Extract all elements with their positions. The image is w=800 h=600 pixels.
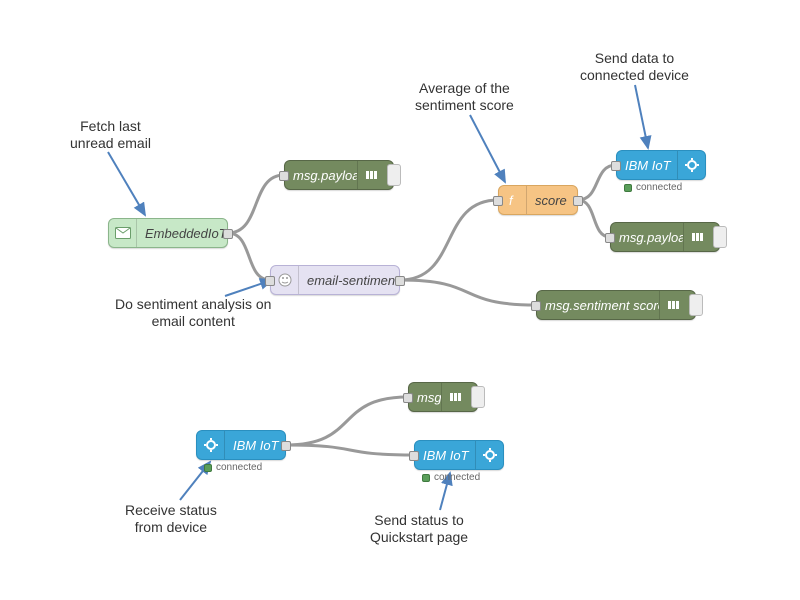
function-icon: f [499, 186, 527, 214]
node-label: score [527, 193, 577, 208]
status-dot [204, 464, 212, 472]
gear-icon [475, 441, 503, 469]
input-port[interactable] [493, 196, 503, 206]
mail-icon [109, 219, 137, 247]
status-dot [422, 474, 430, 482]
node-label: msg.payload [611, 230, 683, 245]
output-port[interactable] [395, 276, 405, 286]
output-port[interactable] [281, 441, 291, 451]
annotation-receive-status: Receive statusfrom device [125, 502, 217, 536]
debug-toggle[interactable] [713, 226, 727, 248]
annotation-send-device: Send data toconnected device [580, 50, 689, 84]
node-label: IBM IoT [415, 448, 475, 463]
node-email-in[interactable]: EmbeddedIoT [108, 218, 228, 248]
debug-icon [683, 223, 711, 251]
node-label: IBM IoT [225, 438, 285, 453]
debug-icon [659, 291, 687, 319]
annotation-avg-score: Average of thesentiment score [415, 80, 514, 114]
input-port[interactable] [611, 161, 621, 171]
node-label: msg.sentiment score [537, 298, 659, 313]
debug-toggle[interactable] [471, 386, 485, 408]
status-dot [624, 184, 632, 192]
status-text: connected [216, 462, 262, 473]
annotation-sentiment: Do sentiment analysis onemail content [115, 296, 271, 330]
gear-icon [197, 431, 225, 459]
node-iot-in[interactable]: IBM IoT [196, 430, 286, 460]
annotation-send-status: Send status toQuickstart page [370, 512, 468, 546]
node-label: email-sentiment [299, 273, 399, 288]
input-port[interactable] [265, 276, 275, 286]
annotation-fetch-email: Fetch lastunread email [70, 118, 151, 152]
debug-toggle[interactable] [689, 294, 703, 316]
output-port[interactable] [573, 196, 583, 206]
node-function-score[interactable]: f score [498, 185, 578, 215]
status-iot-in: connected [204, 462, 262, 473]
smiley-icon [271, 266, 299, 294]
gear-icon [677, 151, 705, 179]
node-debug-payload-1[interactable]: msg.payload [284, 160, 394, 190]
status-text: connected [434, 472, 480, 483]
node-label: msg [409, 390, 441, 405]
status-text: connected [636, 182, 682, 193]
input-port[interactable] [531, 301, 541, 311]
node-label: IBM IoT [617, 158, 677, 173]
node-iot-out-2[interactable]: IBM IoT [414, 440, 504, 470]
output-port[interactable] [223, 229, 233, 239]
status-iot-out: connected [624, 182, 682, 193]
debug-icon [357, 161, 385, 189]
node-debug-sentiment[interactable]: msg.sentiment score [536, 290, 696, 320]
input-port[interactable] [409, 451, 419, 461]
node-debug-payload-2[interactable]: msg.payload [610, 222, 720, 252]
svg-text:f: f [509, 193, 514, 207]
node-label: msg.payload [285, 168, 357, 183]
debug-icon [441, 383, 469, 411]
node-sentiment[interactable]: email-sentiment [270, 265, 400, 295]
debug-toggle[interactable] [387, 164, 401, 186]
input-port[interactable] [605, 233, 615, 243]
status-iot-out-2: connected [422, 472, 480, 483]
input-port[interactable] [279, 171, 289, 181]
node-label: EmbeddedIoT [137, 226, 227, 241]
input-port[interactable] [403, 393, 413, 403]
node-iot-out[interactable]: IBM IoT [616, 150, 706, 180]
node-debug-msg[interactable]: msg [408, 382, 478, 412]
